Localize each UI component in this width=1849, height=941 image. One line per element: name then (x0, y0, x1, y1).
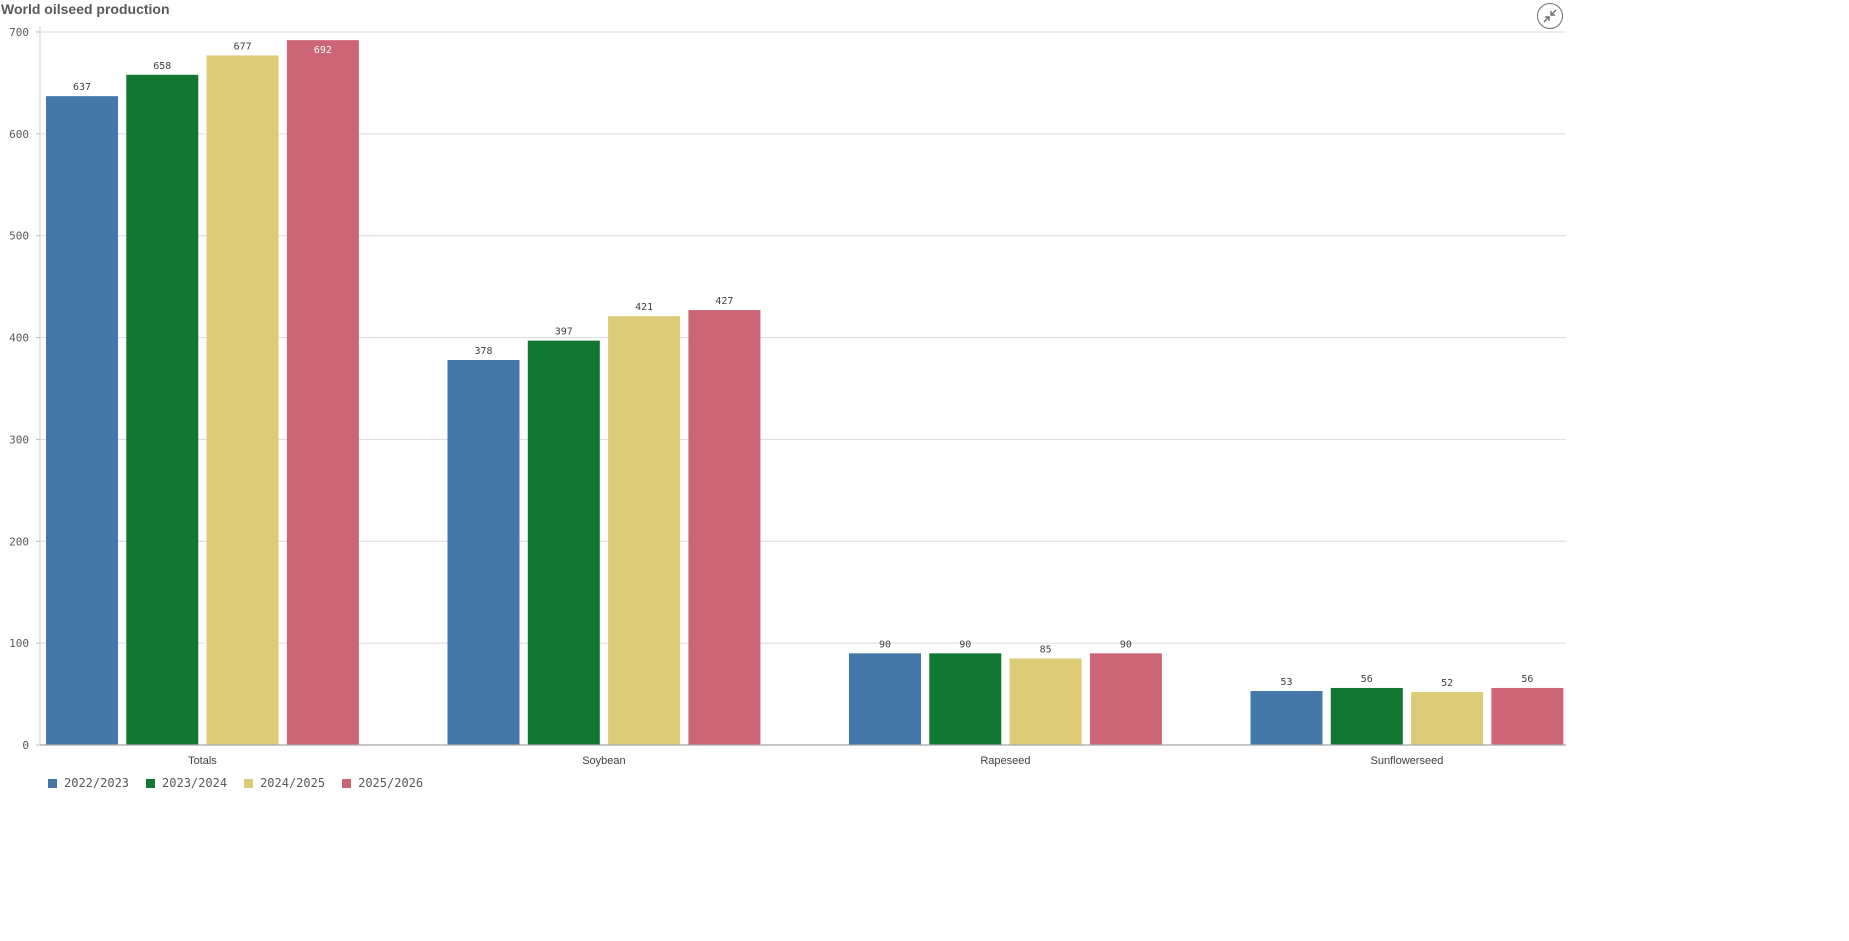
legend-label: 2024/2025 (260, 776, 326, 790)
data-label: 52 (1441, 678, 1453, 689)
y-tick-label: 0 (22, 739, 29, 752)
bar (1330, 687, 1403, 745)
legend-item[interactable]: 2024/2025 (244, 775, 325, 791)
bar (688, 310, 761, 745)
data-label: 85 (1040, 644, 1052, 655)
y-tick-label: 100 (9, 637, 29, 650)
data-label: 421 (635, 302, 653, 313)
bar (1491, 687, 1564, 745)
bar (527, 340, 600, 745)
y-tick-label: 600 (9, 128, 29, 141)
data-label: 90 (959, 639, 971, 650)
legend-item[interactable]: 2025/2026 (342, 775, 423, 791)
data-label: 637 (73, 82, 91, 93)
category-label: Sunflowerseed (1371, 755, 1444, 767)
bar (1089, 653, 1162, 745)
legend-label: 2025/2026 (358, 776, 424, 790)
y-tick-label: 300 (9, 433, 29, 446)
data-label: 90 (1120, 639, 1132, 650)
data-label: 427 (715, 296, 733, 307)
bar (1250, 691, 1323, 745)
bar (849, 653, 921, 745)
data-label: 658 (153, 61, 171, 72)
bar (447, 359, 520, 745)
data-label: 677 (234, 41, 252, 52)
category-label: Soybean (582, 755, 625, 767)
chart-legend: 2022/2023 2023/2024 2024/2025 2025/2026 (48, 775, 440, 791)
legend-swatch (48, 778, 57, 788)
legend-item[interactable]: 2023/2024 (146, 775, 227, 791)
legend-swatch (244, 778, 254, 788)
y-tick-label: 700 (9, 26, 29, 39)
legend-swatch (146, 778, 156, 788)
legend-swatch (342, 778, 352, 788)
chart-title: World oilseed production (1, 1, 170, 17)
category-label: Rapeseed (980, 755, 1030, 767)
collapse-button[interactable] (1537, 3, 1563, 29)
data-label: 397 (555, 327, 573, 338)
legend-label: 2022/2023 (64, 776, 130, 790)
data-label: 378 (474, 346, 492, 357)
data-label: 56 (1521, 674, 1533, 685)
bar (46, 96, 118, 746)
bar (286, 40, 359, 746)
data-label: 90 (879, 639, 891, 650)
bar (1009, 658, 1082, 745)
y-tick-label: 500 (9, 230, 29, 243)
bar (929, 653, 1002, 745)
collapse-arrows-icon (1543, 9, 1557, 23)
data-label: 56 (1361, 674, 1373, 685)
legend-label: 2023/2024 (162, 776, 228, 790)
y-tick-label: 400 (9, 332, 29, 345)
y-tick-label: 200 (9, 535, 29, 548)
data-label: 692 (314, 45, 332, 56)
bar (1411, 692, 1484, 745)
bar (126, 74, 199, 745)
data-label: 53 (1280, 677, 1292, 688)
bar (608, 316, 681, 745)
category-label: Totals (188, 755, 217, 767)
bar (206, 55, 279, 746)
legend-item[interactable]: 2022/2023 (48, 775, 129, 791)
